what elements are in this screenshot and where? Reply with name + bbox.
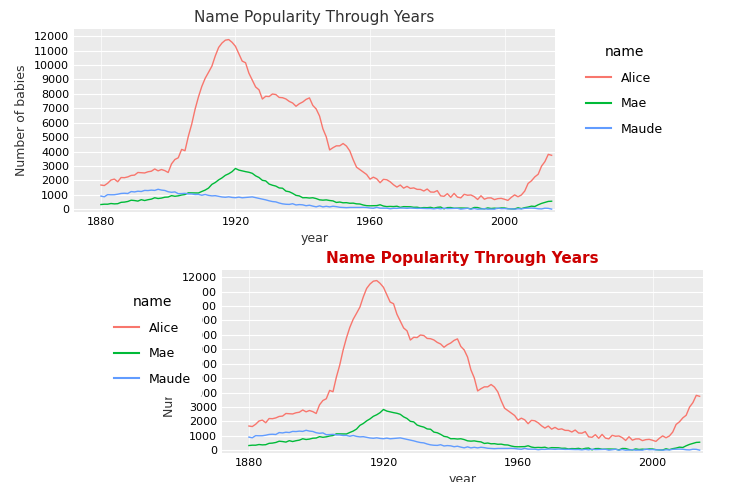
X-axis label: year: year — [448, 473, 477, 482]
Title: Name Popularity Through Years: Name Popularity Through Years — [326, 251, 599, 266]
Y-axis label: Number of babies: Number of babies — [164, 306, 176, 417]
X-axis label: year: year — [300, 232, 329, 245]
Legend: Alice, Mae, Maude: Alice, Mae, Maude — [576, 35, 673, 146]
Legend: Alice, Mae, Maude: Alice, Mae, Maude — [104, 285, 201, 396]
Title: Name Popularity Through Years: Name Popularity Through Years — [195, 10, 434, 25]
Y-axis label: Number of babies: Number of babies — [16, 65, 28, 176]
